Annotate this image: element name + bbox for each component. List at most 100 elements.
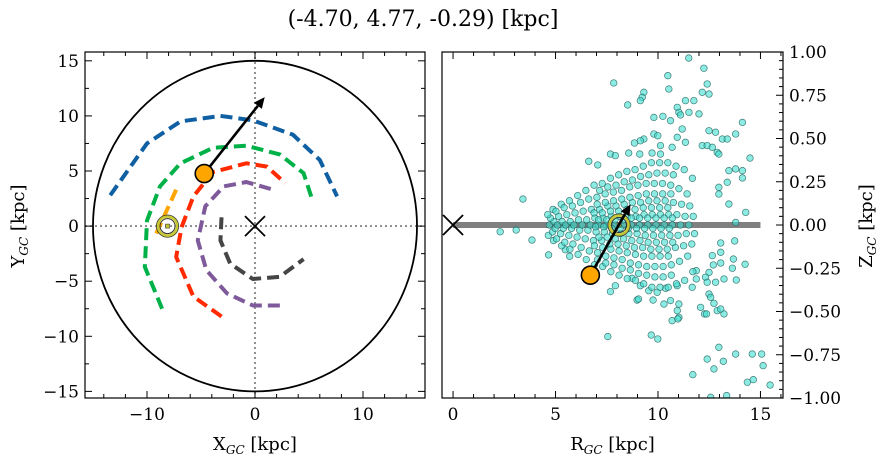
scatter-point [659,112,667,121]
scatter-point [590,181,598,189]
scatter-point [748,350,756,358]
scatter-point [620,178,628,186]
scatter-point [711,128,720,136]
scatter-point [680,276,689,285]
scatter-point [563,210,571,219]
scatter-point [738,118,747,127]
scatter-point [669,238,677,246]
scatter-point [618,255,626,264]
scatter-point [668,143,676,151]
scatter-point [648,252,656,260]
scatter-point [653,197,661,205]
scatter-point [579,207,587,215]
scatter-point [602,259,610,267]
scatter-point [591,223,600,231]
scatter-point [690,229,699,238]
scatter-point [653,169,661,177]
scatter-point [692,275,700,283]
scatter-point [681,138,690,146]
scatter-point [695,110,703,118]
spiral-arm-3 [195,180,280,308]
sun-marker [156,214,180,238]
scatter-point [703,278,711,286]
scatter-point [614,207,623,215]
scatter-point [707,393,715,398]
scatter-point [715,190,723,198]
galactic-center-marker-stroke [244,215,266,237]
scatter-point [652,214,660,222]
z-axis-label: ZGC [kpc] [856,184,879,268]
r-axis-label: RGC [kpc] [570,434,655,457]
scatter-point [667,190,675,198]
y-axis-label-unit: [kpc] [8,185,29,237]
scatter-point [624,101,632,109]
galactic-center-marker [442,214,464,236]
scatter-point [634,261,643,269]
scatter-point [656,150,665,158]
scatter-point [639,162,647,170]
scatter-point [656,141,665,150]
scatter-point [660,214,668,222]
scatter-point [581,235,589,243]
scatter-point [675,300,683,308]
scatter-point [651,273,659,281]
scatter-point [604,183,612,191]
scatter-point [672,280,681,288]
z-tick-label: −0.75 [789,346,841,366]
scatter-point [698,88,706,96]
scatter-point [738,167,747,175]
scatter-point [614,171,623,179]
scatter-point [574,191,582,200]
scatter-point [598,209,606,217]
scatter-point [710,365,718,373]
scatter-point [631,250,640,259]
velocity-arrow-head [620,204,631,217]
xy-plot-area [85,52,425,398]
scatter-point [496,228,504,236]
scatter-point [590,242,599,250]
sun-ring-outer [607,213,631,237]
scatter-point [666,117,675,125]
scatter-point [647,245,655,253]
x-axis-label-symbol: X [213,434,226,455]
velocity-arrow-shaft [203,104,259,175]
scatter-point [552,207,560,215]
scatter-point [639,252,648,260]
scatter-point [655,159,664,167]
scatter-point [667,271,675,279]
scatter-point [623,167,631,176]
scatter-point [732,218,740,227]
scatter-point [708,143,716,151]
scatter-point [659,273,667,281]
scatter-point [681,96,690,105]
scatter-point [738,174,747,182]
scatter-point [661,197,669,205]
scatter-point [674,315,682,323]
r-axis-label-subscript: GC [584,443,603,457]
scatter-point [730,237,739,245]
scatter-point [594,216,603,224]
scatter-point [601,190,609,198]
y-tick-label: 10 [57,107,79,127]
scatter-point [638,243,647,252]
scatter-point [648,149,656,157]
scatter-point [647,159,656,167]
scatter-point [561,238,569,246]
scatter-point [655,204,664,212]
scatter-point [626,183,634,191]
scatter-point [702,310,711,318]
scatter-point [732,350,740,358]
scatter-point [576,198,585,207]
scatter-point [639,204,647,212]
scatter-point [678,125,686,133]
scatter-point [682,229,690,238]
scatter-point [668,214,676,222]
scatter-point [729,255,738,263]
scatter-point [717,248,725,256]
scatter-point [585,157,593,165]
scatter-point [703,355,711,363]
scatter-point [628,176,637,184]
scatter-point [673,133,681,141]
scatter-point [623,249,631,257]
